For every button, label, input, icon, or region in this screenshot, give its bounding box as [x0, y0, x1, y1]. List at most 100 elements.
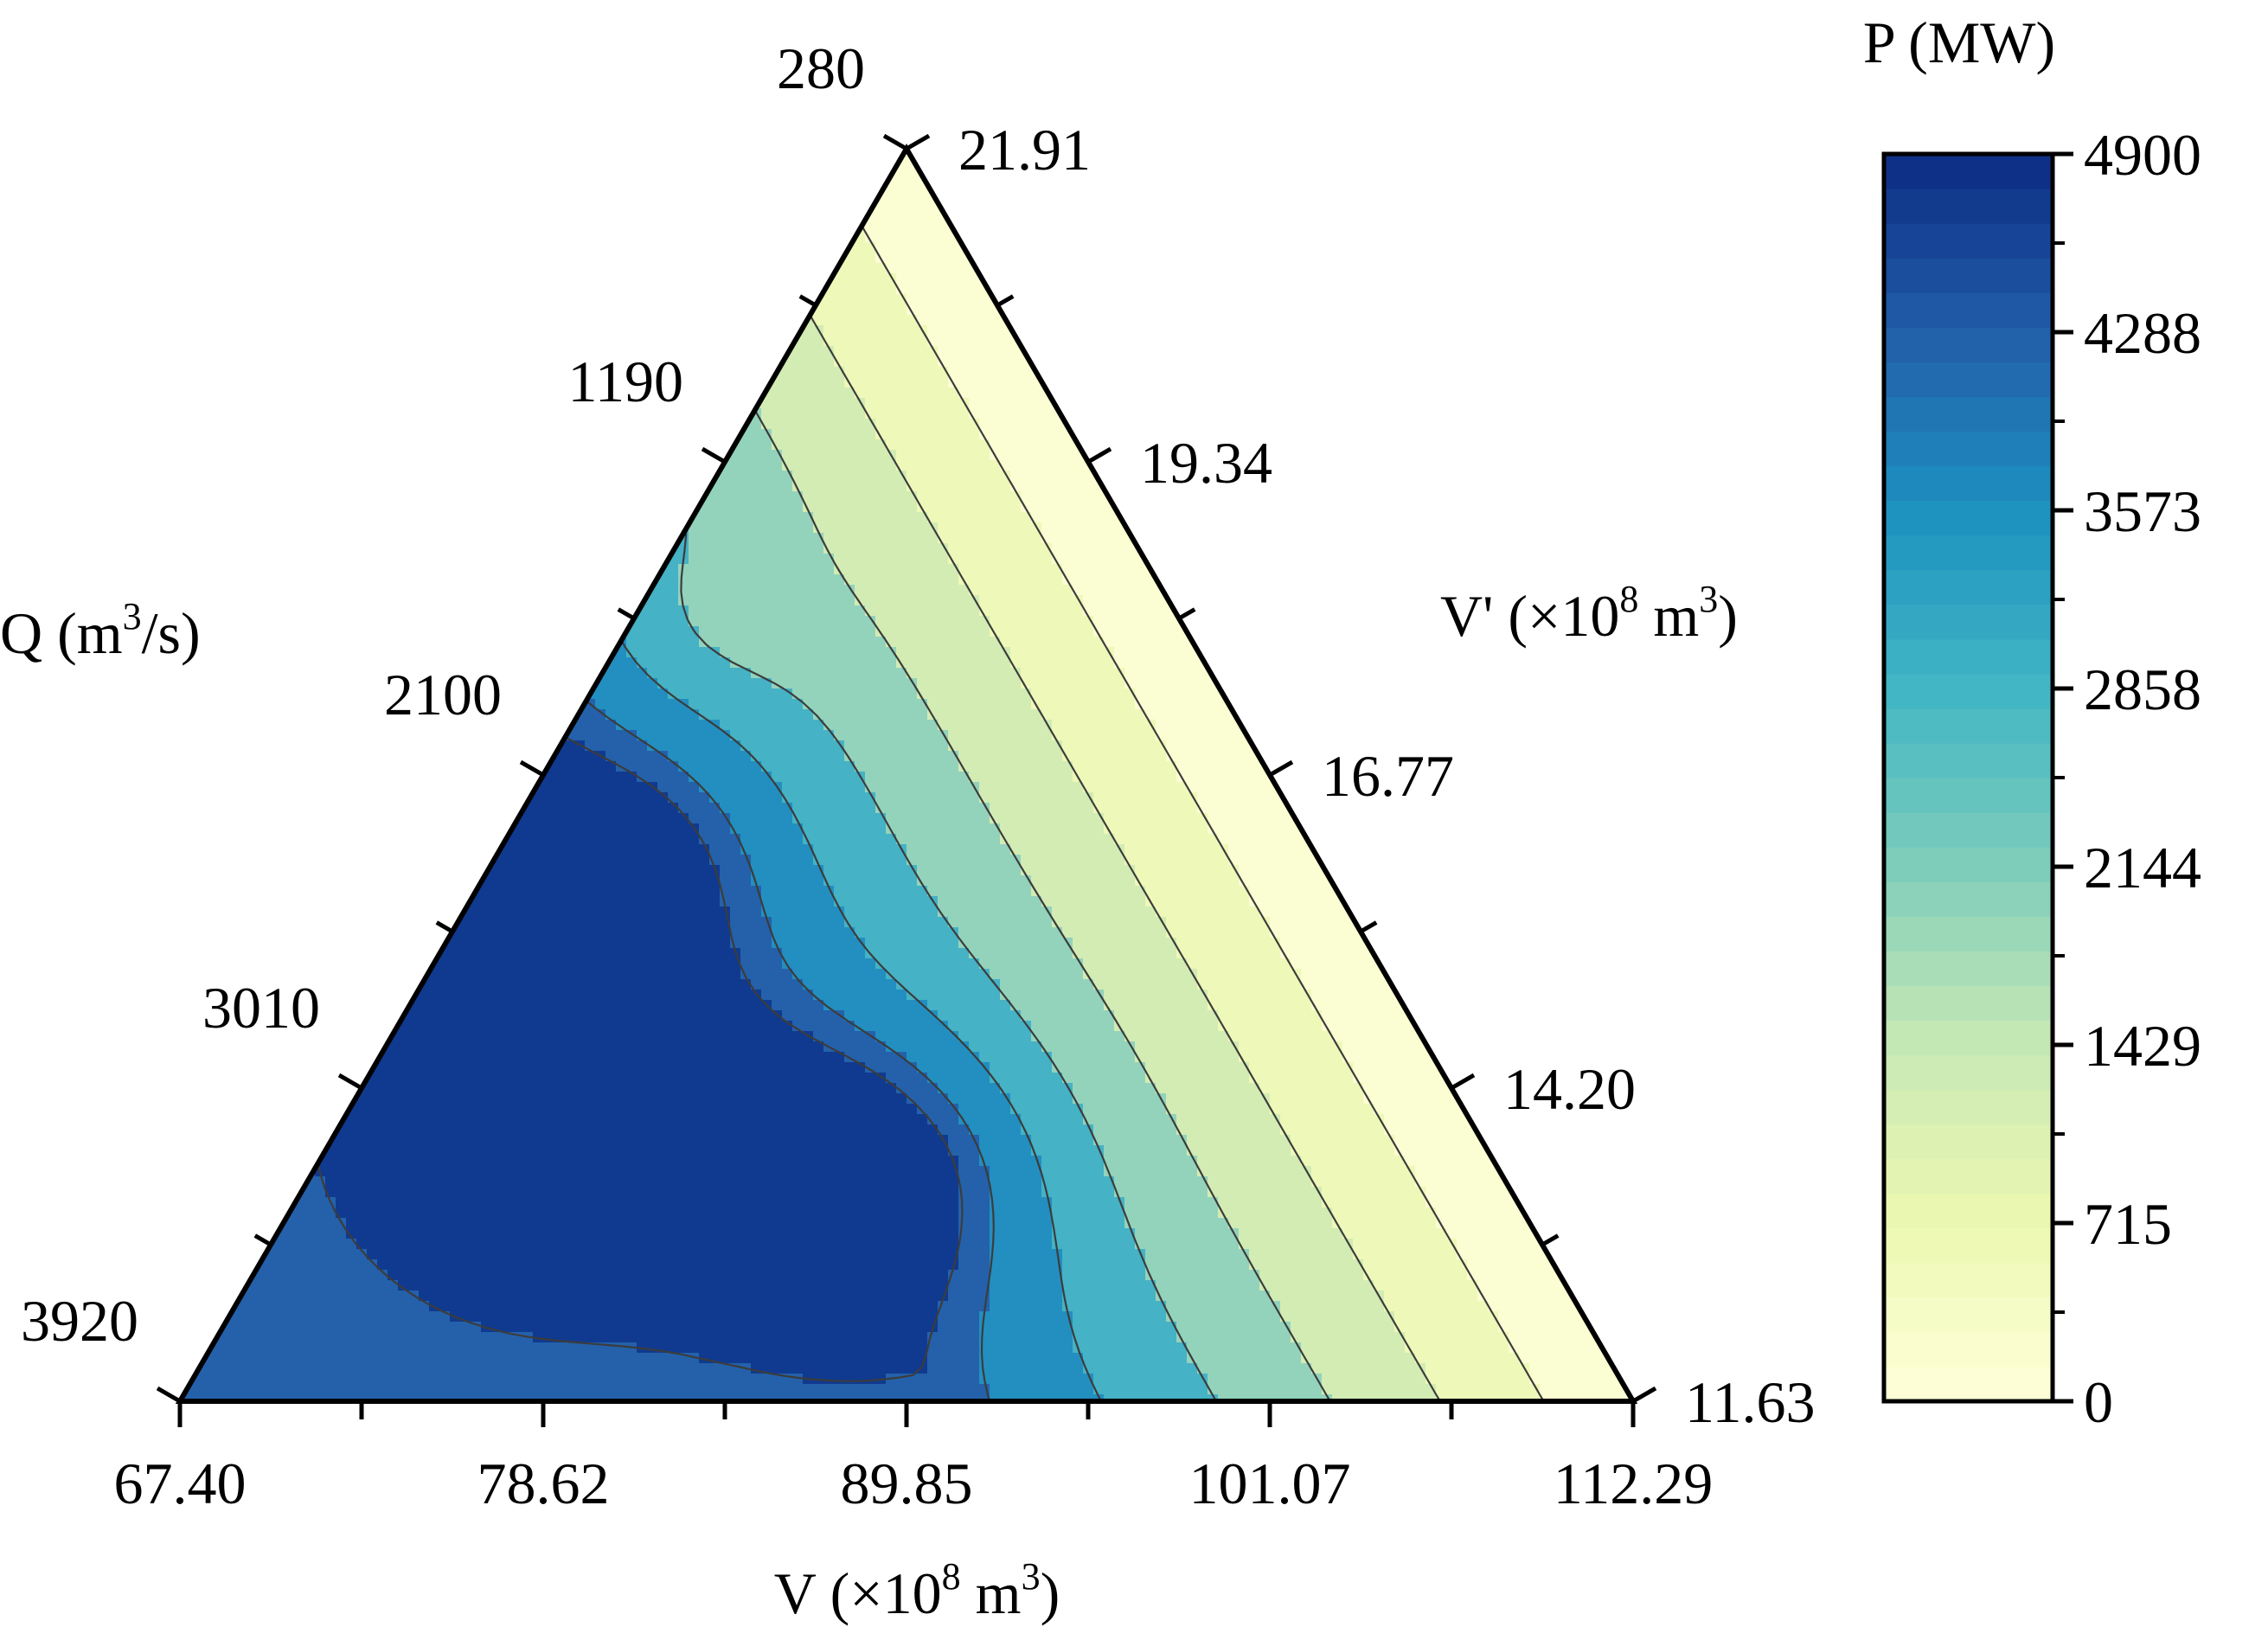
- contour-band-cell: [377, 149, 492, 160]
- contour-band-cell: [180, 574, 503, 586]
- contour-band-cell: [1280, 1114, 1385, 1125]
- contour-band-cell: [1031, 1145, 1105, 1156]
- contour-band-cell: [180, 356, 378, 368]
- contour-band-cell: [605, 149, 721, 160]
- contour-band-cell: [1021, 865, 1136, 876]
- contour-band-cell: [823, 159, 1633, 170]
- contour-band-cell: [1031, 1031, 1125, 1042]
- contour-band-cell: [543, 242, 658, 253]
- contour-band-cell: [792, 1021, 855, 1032]
- left-axis-tick: [253, 1233, 272, 1247]
- contour-band-cell: [761, 886, 835, 897]
- contour-band-cell: [356, 325, 482, 336]
- colorbar-tick-label: 2144: [2084, 835, 2201, 900]
- contour-band-cell: [1145, 896, 1250, 907]
- contour-band-cell: [1166, 1093, 1271, 1105]
- contour-band-cell: [180, 1156, 316, 1167]
- contour-band-cell: [969, 1041, 1042, 1053]
- contour-band-cell: [990, 813, 1105, 824]
- contour-band-cell: [1228, 844, 1633, 855]
- contour-band-cell: [772, 938, 866, 949]
- contour-band-cell: [1145, 1249, 1250, 1260]
- contour-band-cell: [1156, 1291, 1271, 1302]
- contour-band-cell: [782, 792, 876, 804]
- colorbar-band: [1884, 638, 2053, 675]
- contour-band-cell: [595, 554, 689, 565]
- contour-band-cell: [325, 1073, 887, 1084]
- contour-band-cell: [740, 377, 845, 388]
- contour-band-cell: [273, 180, 399, 191]
- contour-band-cell: [1031, 1135, 1094, 1146]
- contour-band-cell: [1239, 1228, 1343, 1239]
- contour-band-cell: [1322, 1010, 1633, 1022]
- contour-band-cell: [990, 803, 1094, 814]
- contour-band-cell: [1156, 1083, 1260, 1094]
- contour-band-cell: [1062, 1270, 1146, 1281]
- contour-band-cell: [180, 460, 440, 471]
- contour-band-cell: [180, 595, 513, 606]
- contour-band-cell: [958, 927, 1063, 938]
- contour-band-cell: [813, 855, 907, 866]
- contour-band-cell: [1249, 1073, 1354, 1084]
- bottom-axis-tick-label: 112.29: [1554, 1451, 1713, 1516]
- contour-band-cell: [1052, 1052, 1136, 1063]
- colorbar-tick-label: 715: [2084, 1191, 2172, 1257]
- contour-band-cell: [990, 1280, 1063, 1291]
- contour-band-cell: [1093, 979, 1198, 990]
- contour-band-cell: [419, 886, 721, 897]
- contour-band-cell: [1426, 1197, 1633, 1208]
- contour-band-cell: [855, 1021, 949, 1032]
- contour-band-cell: [367, 979, 752, 990]
- contour-band-cell: [180, 284, 336, 295]
- contour-band-cell: [1218, 834, 1633, 845]
- contour-band-cell: [1498, 1311, 1633, 1323]
- contour-band-cell: [180, 1363, 752, 1374]
- contour-band-cell: [180, 1062, 326, 1073]
- contour-band-cell: [865, 772, 970, 783]
- contour-band-cell: [180, 886, 420, 897]
- contour-band-cell: [927, 1073, 990, 1084]
- contour-band-cell: [938, 533, 1042, 544]
- contour-band-cell: [761, 761, 855, 772]
- contour-band-cell: [1124, 844, 1229, 855]
- right-axis-tick: [1541, 1233, 1560, 1247]
- contour-band-cell: [180, 1052, 326, 1063]
- contour-band-cell: [1239, 1052, 1343, 1063]
- contour-band-cell: [865, 938, 959, 949]
- contour-band-cell: [1239, 1239, 1354, 1250]
- contour-band-cell: [408, 211, 534, 222]
- contour-band-cell: [938, 1311, 980, 1323]
- contour-band-cell: [1509, 1342, 1633, 1354]
- contour-band-cell: [554, 253, 669, 264]
- contour-band-cell: [1187, 1353, 1302, 1364]
- colorbar-band: [1884, 881, 2053, 917]
- contour-band-cell: [740, 834, 804, 845]
- contour-band-cell: [1135, 1041, 1240, 1053]
- contour-band-cell: [990, 1384, 1094, 1395]
- contour-band-cell: [1135, 699, 1633, 710]
- contour-band-cell: [180, 408, 409, 420]
- contour-band-cell: [605, 585, 679, 596]
- contour-band-cell: [398, 1280, 949, 1291]
- contour-band-cell: [502, 159, 617, 170]
- contour-band-cell: [990, 1176, 1042, 1188]
- contour-band-cell: [751, 865, 824, 876]
- contour-band-cell: [429, 1301, 939, 1312]
- contour-band-cell: [979, 1363, 1084, 1374]
- contour-band-cell: [979, 1332, 1073, 1343]
- contour-band-cell: [439, 253, 554, 264]
- contour-band-cell: [180, 1197, 336, 1208]
- contour-band-cell: [1218, 1197, 1323, 1208]
- contour-band-cell: [657, 242, 772, 253]
- contour-band-cell: [1405, 1332, 1509, 1343]
- contour-band-cell: [803, 1374, 887, 1385]
- right-axis-tick-labels: 21.91 19.34 16.77 14.20 11.63: [958, 117, 1815, 1435]
- contour-band-cell: [917, 678, 1022, 689]
- colorbar-band: [1884, 673, 2053, 709]
- contour-band-cell: [1073, 1332, 1177, 1343]
- contour-band-cell: [1052, 906, 1156, 918]
- contour-band-cell: [678, 491, 804, 503]
- left-axis-tick-label: 2100: [384, 662, 502, 727]
- contour-band-cell: [1477, 1291, 1633, 1302]
